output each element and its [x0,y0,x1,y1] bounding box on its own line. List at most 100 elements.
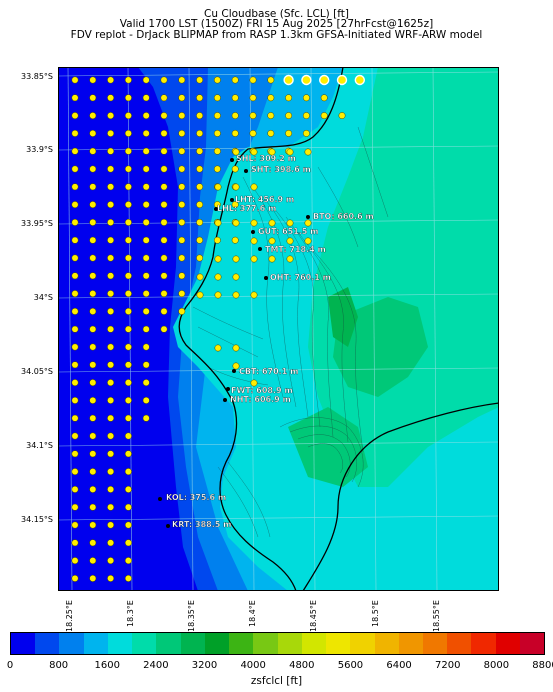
colorbar-swatch [519,633,545,654]
site-tmt: TMT: 718.4 m [258,245,326,254]
cloudbase-dot [124,468,132,476]
cloudbase-dot [71,521,79,529]
cloudbase-dot [89,218,97,226]
cloudbase-dot [71,165,79,173]
cloudbase-dot [124,557,132,565]
cloudbase-dot [178,147,186,155]
cloudbase-dot [124,201,132,209]
cloudbase-dot [89,272,97,280]
cloudbase-dot [160,254,168,262]
cloudbase-dot [107,557,115,565]
cloudbase-dot [283,74,294,86]
cloudbase-dot [71,94,79,102]
cloudbase-dot [107,503,115,511]
cloudbase-dot [124,307,132,315]
cloudbase-dot [250,183,258,191]
cloudbase-dot [142,343,150,351]
land-peak-region [328,287,358,347]
map-canvas [58,67,499,591]
cloudbase-dot [178,254,186,262]
lon-label-18-25: 18.25°E [65,600,74,632]
cloudbase-dot [160,76,168,84]
cloudbase-dot [124,165,132,173]
cloudbase-dot [71,272,79,280]
colorbar [10,632,545,655]
site-annotations: SHL: 309.2 m SHT: 398.6 m LHT: 456.9 m L… [158,154,374,529]
cloudbase-dot [124,396,132,404]
colorbar-title: zsfclcl [ft] [250,675,303,687]
cloudbase-dot [107,307,115,315]
cloudbase-dot [124,183,132,191]
map-frame: SHL: 309.2 m SHT: 398.6 m LHT: 456.9 m L… [58,67,499,591]
svg-text:SHL: 309.2 m: SHL: 309.2 m [236,154,296,163]
cloudbase-dot [89,112,97,120]
cloudbase-dot [267,94,275,102]
svg-text:NHT: 606.9 m: NHT: 606.9 m [230,395,291,404]
svg-text:SHT: 398.6 m: SHT: 398.6 m [251,165,311,174]
cloudbase-dot [249,76,257,84]
svg-text:LHL: 377.6 m: LHL: 377.6 m [217,204,276,213]
cloudbase-dot [231,112,239,120]
cloudbase-dot [71,557,79,565]
cloudbase-dot [302,94,310,102]
cloudbase-dot [107,129,115,137]
cloudbase-dot [107,76,115,84]
cloudbase-dot [71,236,79,244]
colorbar-tick-label: 0 [6,660,14,671]
cloudbase-dot [107,290,115,298]
cloudbase-dot [124,503,132,511]
cloudbase-dot [231,76,239,84]
cloudbase-dot [268,148,276,156]
site-lhl: LHL: 377.6 m [214,204,276,213]
cloudbase-dot [178,129,186,137]
cloudbase-dot [160,129,168,137]
colorbar-tick-label: 6400 [386,660,412,671]
lon-label-18-5: 18.5°E [371,600,380,627]
cloudbase-dot [124,414,132,422]
colorbar-tick-label: 7200 [434,660,461,671]
cloudbase-dot [89,379,97,387]
colorbar-swatch [132,633,157,654]
colorbar-tick-label: 4000 [240,660,266,671]
colorbar-swatch [180,633,205,654]
svg-text:GUT: 651.5 m: GUT: 651.5 m [258,227,319,236]
cloudbase-dot [250,255,258,263]
cloudbase-dot [142,361,150,369]
cloudbase-dot [320,112,328,120]
cloudbase-dot [196,112,204,120]
cloudbase-dot [196,165,204,173]
colorbar-swatch [11,633,36,654]
colorbar-swatch [107,633,133,654]
cloudbase-dot [286,219,294,227]
lat-label-34: 34°S [33,293,53,302]
svg-text:CBT: 670.1 m: CBT: 670.1 m [239,367,298,376]
cloudbase-dot [89,76,97,84]
cloudbase-dot [267,76,275,84]
cloudbase-dot [142,396,150,404]
cloudbase-dot [142,201,150,209]
colorbar-swatch [156,633,181,654]
lat-label-33-85: 33.85°S [21,72,53,81]
cloudbase-dot [89,468,97,476]
cloudbase-dot [196,273,204,281]
cloudbase-dot [338,112,346,120]
colorbar-tick-label: 1600 [94,660,120,671]
cloudbase-dot [250,379,258,387]
cloudbase-dot [160,236,168,244]
cloudbase-dot [107,450,115,458]
cloudbase-dot [160,307,168,315]
cloudbase-dot [232,344,240,352]
colorbar-tick-label: 2400 [143,660,169,671]
cloudbase-dot [124,361,132,369]
colorbar-ticks: 0 800 1600 2400 3200 4000 4800 5600 6400 7200 8000… [0,660,553,674]
cloudbase-dot [124,147,132,155]
cloudbase-dot [178,183,186,191]
cloudbase-dot [214,291,222,299]
cloudbase-dot [142,76,150,84]
cloudbase-dot [214,255,222,263]
map-border [58,67,499,591]
cloudbase-dot [107,468,115,476]
cloudbase-dot [214,183,222,191]
cloudbase-dot [107,325,115,333]
cloudbase-dot [142,165,150,173]
